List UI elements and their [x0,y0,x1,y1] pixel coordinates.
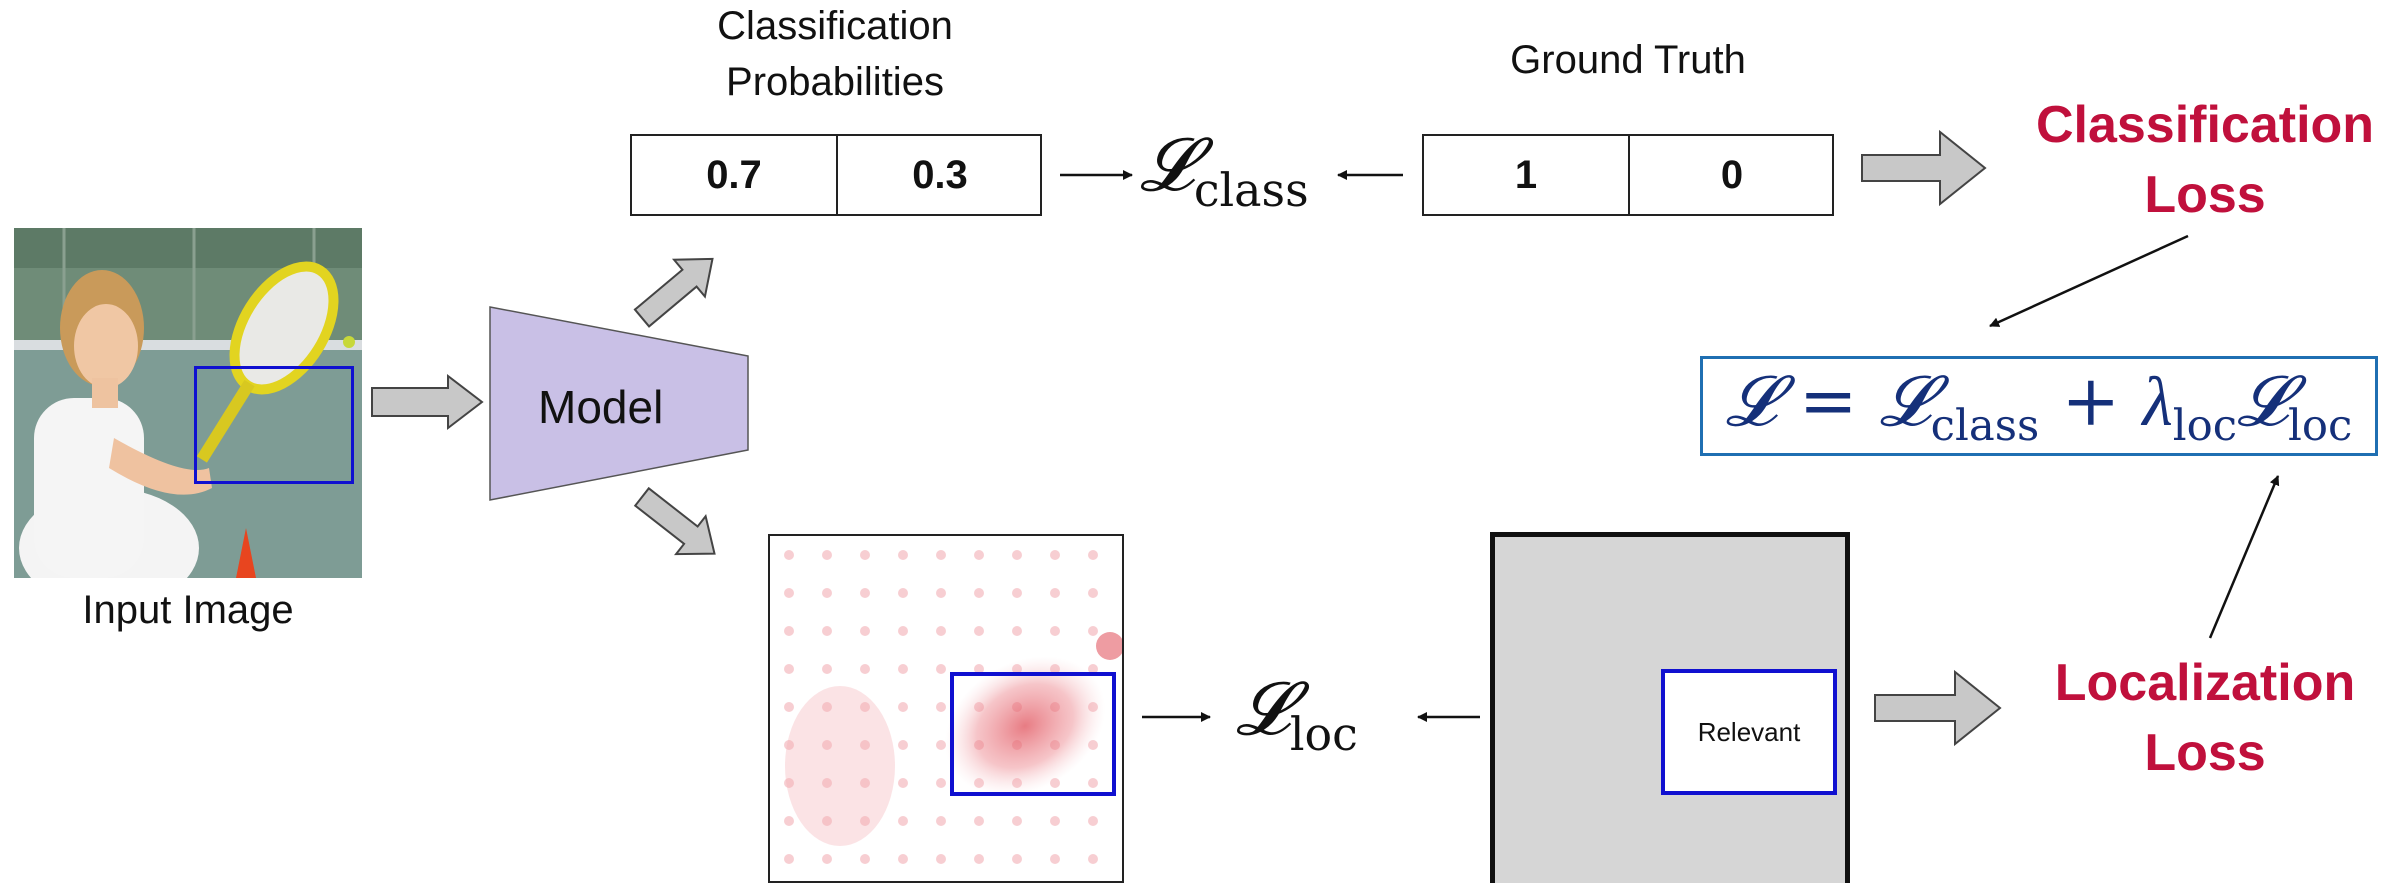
ground-truth-heading: Ground Truth [1510,38,1746,82]
object-bounding-box [194,366,354,484]
ground-truth-1: 0 [1628,136,1834,214]
ground-truth-0: 1 [1514,152,1538,197]
class-probs-vector: 0.7 0.3 [630,134,1042,216]
block-arrow-mask-to-locloss [1874,669,2002,747]
relevant-region-box: Relevant [1661,669,1837,795]
total-loss-formula-box: 𝓛 = 𝓛class + λloc𝓛loc [1700,356,2378,456]
lclass-symbol: 𝓛class [1140,125,1309,218]
classification-loss-title: Classification Loss [2035,96,2375,225]
class-probs-heading-line2: Probabilities [726,60,944,104]
arrow-locloss-to-total [2208,475,2280,639]
class-prob-1: 0.3 [836,136,1042,214]
class-probs-heading-line1: Classification [717,4,953,48]
relevant-region-label: Relevant [1697,716,1801,747]
block-arrow-image-to-model [371,373,484,431]
input-image [14,228,362,578]
model-label: Model [538,381,664,433]
attribution-heatmap [768,534,1124,883]
localization-loss-title: Localization Loss [2054,654,2356,783]
ground-truth-vector: 1 0 [1422,134,1834,216]
model-trapezoid [489,306,749,501]
block-arrow-model-to-heatmap [633,486,716,556]
arrow-classloss-to-total [1989,234,2189,328]
ground-truth-mask: Relevant [1490,532,1850,883]
heatmap-texture [770,536,1122,881]
block-arrow-gt-to-classloss [1861,129,1987,207]
total-loss-formula: 𝓛 = 𝓛class + λloc𝓛loc [1725,360,2353,452]
lloc-symbol: 𝓛loc [1236,669,1358,762]
heatmap-bounding-box [950,672,1116,796]
class-prob-0: 0.7 [706,152,762,197]
input-image-caption: Input Image [82,588,294,632]
block-arrow-model-to-class [633,257,714,328]
tennis-scene-illustration [14,228,362,578]
